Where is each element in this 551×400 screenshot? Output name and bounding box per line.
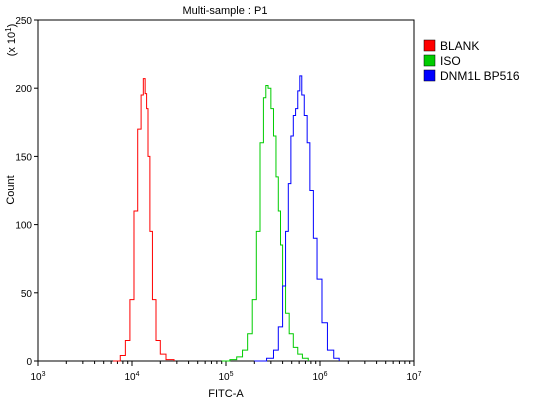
- legend-swatch: [423, 69, 436, 82]
- x-tick-exponent: 5: [230, 371, 234, 378]
- x-tick-exponent: 4: [136, 371, 140, 378]
- y-tick-label: 50: [21, 289, 33, 300]
- legend-swatch: [423, 39, 436, 52]
- x-tick-label: 107: [406, 371, 421, 383]
- x-tick-label: 104: [124, 371, 139, 383]
- y-axis-ticks: 0 50 100 150 200 250: [15, 16, 38, 368]
- series-line-2: [221, 84, 309, 362]
- y-tick-label: 250: [15, 16, 32, 27]
- y-tick-label: 150: [15, 152, 32, 163]
- y-tick-label: 0: [26, 357, 32, 368]
- plot-frame: [37, 19, 415, 362]
- y-multiplier-label: (x 101): [4, 24, 18, 57]
- x-tick-label: 106: [312, 371, 327, 383]
- series-line-3: [254, 75, 340, 362]
- series-line-1: [113, 78, 175, 362]
- legend-label: DNM1L BP516: [440, 69, 520, 83]
- x-tick-base: 10: [30, 372, 42, 383]
- x-tick-label: 105: [218, 371, 233, 383]
- svg-text:(x 101): (x 101): [4, 24, 18, 57]
- legend-label: ISO: [440, 54, 461, 68]
- x-tick-base: 10: [312, 372, 324, 383]
- legend-label: BLANK: [440, 39, 479, 53]
- chart-title: Multi-sample : P1: [183, 5, 268, 17]
- x-tick-exponent: 6: [324, 371, 328, 378]
- x-tick-exponent: 7: [418, 371, 422, 378]
- y-tick-label: 200: [15, 84, 32, 95]
- x-tick-base: 10: [124, 372, 136, 383]
- y-multiplier-text: (x 10: [6, 32, 18, 56]
- y-multiplier-exponent: 1: [4, 27, 13, 32]
- y-multiplier-close: ): [6, 24, 18, 28]
- x-tick-base: 10: [406, 372, 418, 383]
- x-axis-label: FITC-A: [208, 388, 244, 400]
- x-tick-base: 10: [218, 372, 230, 383]
- legend-swatch: [423, 54, 436, 67]
- y-axis-label: Count: [5, 175, 17, 204]
- x-tick-exponent: 3: [42, 371, 46, 378]
- x-axis-ticks: 103 104 105 106 107: [30, 361, 422, 383]
- histogram-lines: [113, 75, 340, 362]
- x-tick-label: 103: [30, 371, 45, 383]
- y-tick-label: 100: [15, 221, 32, 232]
